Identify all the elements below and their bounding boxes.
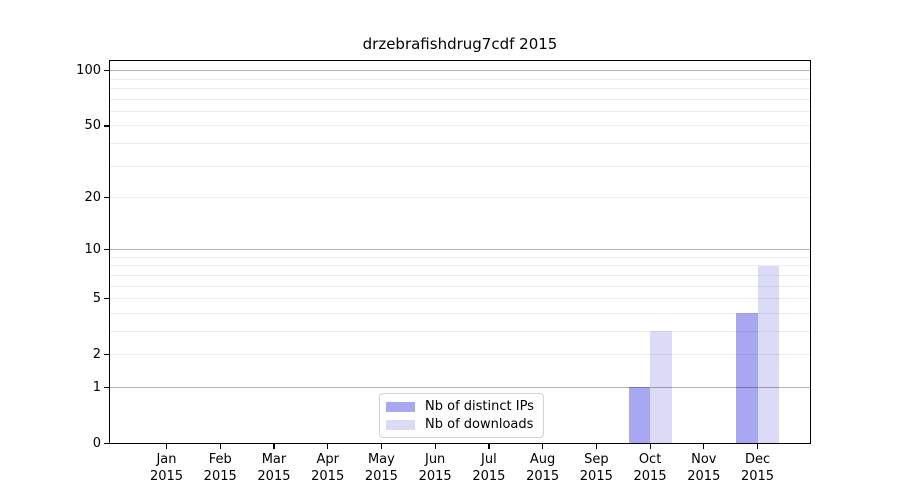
legend-item-downloads: Nb of downloads [386, 417, 537, 432]
x-tick-mar [273, 443, 275, 449]
chart-title: drzebrafishdrug7cdf 2015 [362, 35, 558, 53]
y-tick-label-1: 1 [92, 379, 101, 395]
x-tick-may [380, 443, 383, 449]
y-tick-label-2: 2 [92, 346, 101, 362]
y-tick-label-10: 10 [84, 242, 101, 258]
legend-label: Nb of downloads [425, 417, 534, 432]
y-tick-2 [104, 353, 110, 356]
x-tick-jul [488, 443, 490, 449]
x-tick-label-may: May 2015 [364, 452, 398, 484]
x-tick-jun [434, 443, 436, 449]
y-tick-1 [104, 386, 110, 388]
x-tick-label-dec: Dec 2015 [740, 452, 775, 484]
x-tick-oct [649, 443, 651, 449]
y-tick-50 [104, 125, 110, 127]
x-tick-label-sep: Sep 2015 [579, 452, 613, 484]
bar-distinct-ips-dec [736, 313, 758, 443]
y-tick-0 [104, 442, 110, 444]
y-tick-10 [104, 249, 110, 251]
legend-swatch-icon [386, 401, 415, 412]
y-tick-100 [104, 70, 110, 72]
bar-distinct-ips-oct [628, 387, 651, 443]
x-tick-feb [219, 443, 221, 449]
bar-downloads-oct [650, 331, 672, 443]
legend: Nb of distinct IPs Nb of downloads [379, 393, 544, 438]
y-tick-5 [104, 297, 110, 300]
legend-swatch-icon [386, 419, 415, 430]
y-tick-label-20: 20 [84, 189, 101, 205]
x-tick-label-jan: Jan 2015 [149, 452, 184, 484]
x-tick-dec [757, 443, 759, 449]
legend-label: Nb of distinct IPs [425, 399, 534, 414]
y-tick-label-0: 0 [92, 435, 101, 451]
y-tick-label-50: 50 [84, 118, 101, 134]
x-tick-nov [703, 443, 705, 449]
plot-area [109, 60, 811, 444]
x-tick-jan [166, 443, 168, 449]
y-tick-label-5: 5 [92, 290, 101, 306]
bar-downloads-dec [757, 265, 780, 443]
x-tick-label-jul: Jul 2015 [472, 452, 506, 484]
x-tick-label-nov: Nov 2015 [687, 452, 721, 484]
x-tick-apr [327, 443, 329, 449]
x-tick-label-jun: Jun 2015 [418, 452, 452, 484]
x-tick-label-oct: Oct 2015 [633, 452, 667, 484]
y-tick-20 [104, 196, 110, 199]
x-tick-aug [542, 443, 544, 449]
x-tick-label-aug: Aug 2015 [526, 452, 560, 484]
x-tick-label-mar: Mar 2015 [257, 452, 291, 484]
legend-item-distinct-ips: Nb of distinct IPs [386, 399, 537, 414]
x-tick-label-feb: Feb 2015 [203, 452, 237, 484]
y-tick-label-100: 100 [76, 63, 101, 79]
x-tick-label-apr: Apr 2015 [311, 452, 345, 484]
x-tick-sep [595, 443, 598, 449]
bars-layer [110, 61, 810, 443]
